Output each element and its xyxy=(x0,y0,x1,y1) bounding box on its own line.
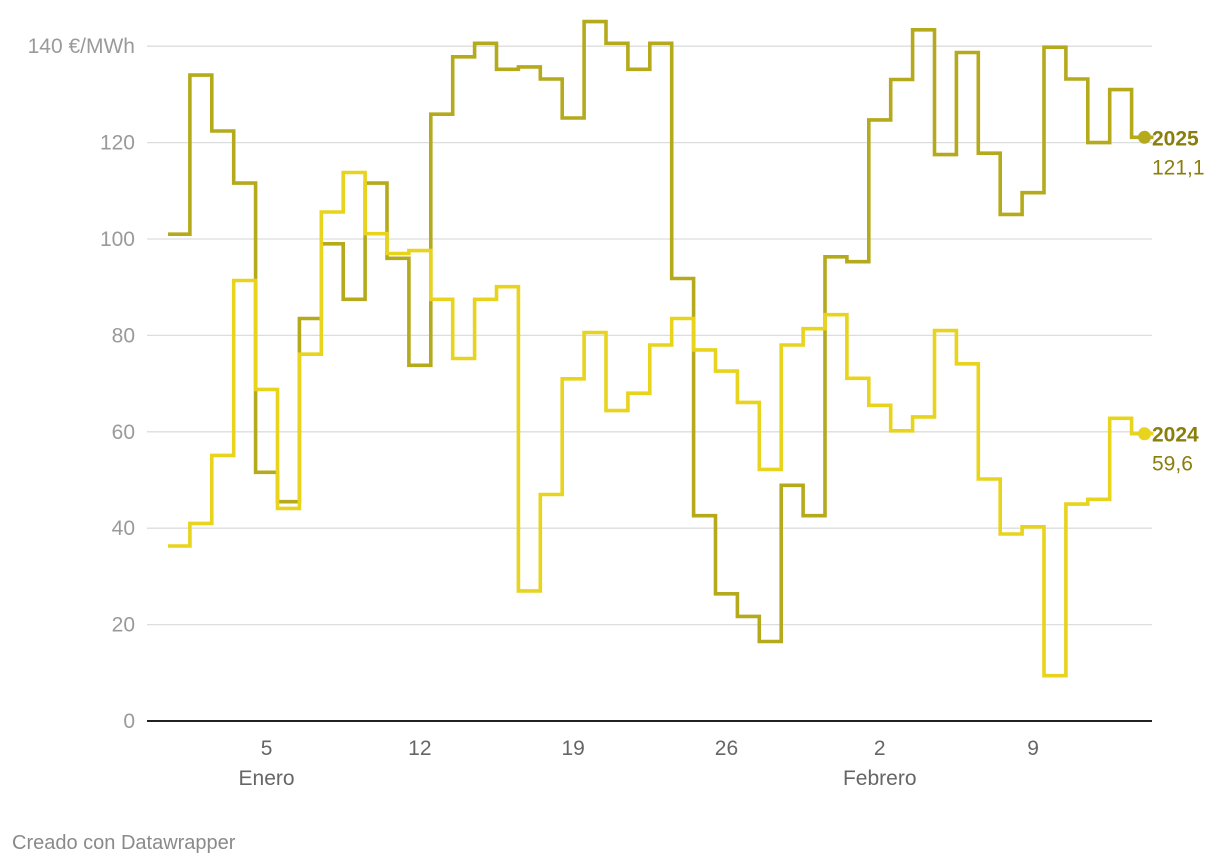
series-end-dot-2024 xyxy=(1138,427,1151,441)
x-tick-label: 2 xyxy=(874,737,886,760)
x-tick-label: 5 xyxy=(261,737,273,760)
x-tick-label: 19 xyxy=(561,737,584,760)
y-tick-label: 20 xyxy=(112,614,135,637)
y-tick-label: 0 xyxy=(123,710,135,733)
series-last-value-2024: 59,6 xyxy=(1152,453,1193,476)
x-tick-label: 12 xyxy=(408,737,431,760)
footer-credit: Creado con Datawrapper xyxy=(12,832,236,854)
x-month-label: Enero xyxy=(239,767,295,790)
series-end-dot-2025 xyxy=(1138,130,1151,144)
gridlines xyxy=(147,45,1152,626)
y-axis-tick-labels: 0 20 40 60 80 100 120 140 €/MWh xyxy=(28,35,135,733)
x-axis-tick-labels: 5 Enero 12 19 26 2 Febrero 9 xyxy=(239,737,1039,790)
x-tick-label: 9 xyxy=(1027,737,1039,760)
series-line-2025 xyxy=(168,19,1154,644)
series-line-2024 xyxy=(168,170,1154,678)
y-tick-label: 80 xyxy=(112,324,135,347)
x-tick-label: 26 xyxy=(715,737,738,760)
y-tick-label: 120 xyxy=(100,132,135,155)
series-label-2025: 2025 xyxy=(1152,127,1199,150)
series-end-labels: 2025 121,1 2024 59,6 xyxy=(1152,127,1205,475)
y-tick-label: 100 xyxy=(100,228,135,251)
series-label-2024: 2024 xyxy=(1152,424,1199,447)
y-tick-label: 140 €/MWh xyxy=(28,35,135,58)
y-tick-label: 60 xyxy=(112,421,135,444)
series-lines xyxy=(168,19,1154,678)
x-month-label: Febrero xyxy=(843,767,917,790)
y-tick-label: 40 xyxy=(112,517,135,540)
series-last-value-2025: 121,1 xyxy=(1152,156,1205,179)
